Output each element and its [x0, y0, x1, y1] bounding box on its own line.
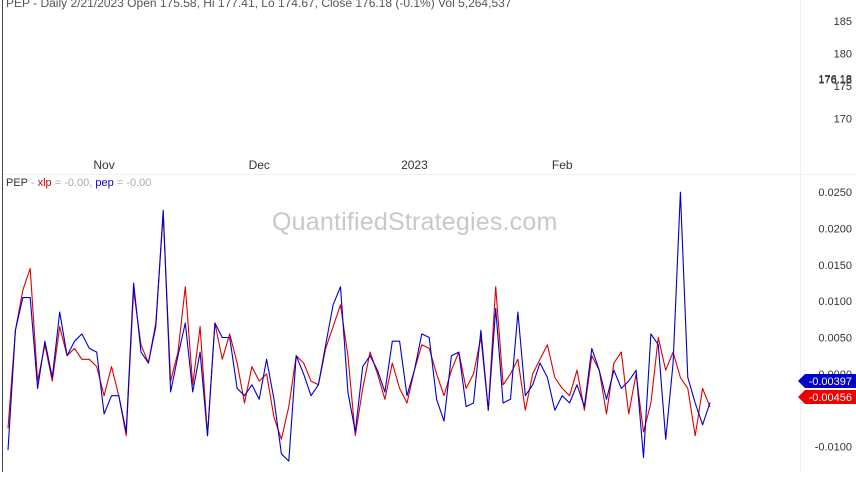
price-last-label: 176.18 [818, 74, 852, 86]
legend-pep-value: = -0.00 [116, 177, 152, 189]
legend-xlp-label: xlp [37, 177, 52, 189]
x-tick-label: Dec [249, 158, 270, 172]
x-tick-label: Feb [552, 158, 573, 172]
returns-legend: PEP - xlp = -0.00, pep = -0.00 [6, 177, 151, 189]
return-tick-label: 0.0250 [818, 187, 852, 199]
last-value-label-xlp: -0.00456 [809, 392, 852, 404]
price-tick-label: 175 [834, 81, 852, 93]
last-value-label-pep: -0.00397 [809, 376, 852, 388]
chart-header: PEP - Daily 2/21/2023 Open 175.58, Hi 17… [6, 0, 512, 10]
return-tick-label: 0.0100 [818, 296, 852, 308]
price-tick-label: 170 [834, 114, 852, 126]
x-tick-label: 2023 [401, 158, 428, 172]
x-tick-label: Nov [93, 158, 114, 172]
watermark: QuantifiedStrategies.com [272, 208, 558, 236]
legend-pep-label: pep [95, 177, 114, 189]
price-tick-label: 180 [834, 49, 852, 61]
series-line-xlp [7, 213, 711, 440]
price-tick-label: 185 [834, 16, 852, 28]
return-axis: 0.02500.02000.01500.01000.00500.0000-0.0… [815, 187, 852, 453]
last-value-tag-xlp [798, 390, 856, 404]
return-tick-label: 0.0150 [818, 260, 852, 272]
legend-separator: - [27, 177, 38, 189]
return-tick-label: 0.0200 [818, 224, 852, 236]
last-value-tags: -0.00456 -0.00397 [798, 374, 856, 404]
last-value-tag-pep [798, 374, 856, 388]
series-line-pep [7, 191, 711, 462]
return-tick-label: 0.0050 [818, 333, 852, 345]
price-last-label: 176.18 [818, 73, 852, 85]
legend-ticker: PEP [6, 177, 28, 189]
x-axis: Nov Dec 2023 Feb [93, 158, 572, 172]
legend-xlp-value: = -0.00, [54, 177, 93, 189]
return-tick-label: -0.0100 [815, 442, 852, 454]
series-layer [7, 191, 711, 462]
